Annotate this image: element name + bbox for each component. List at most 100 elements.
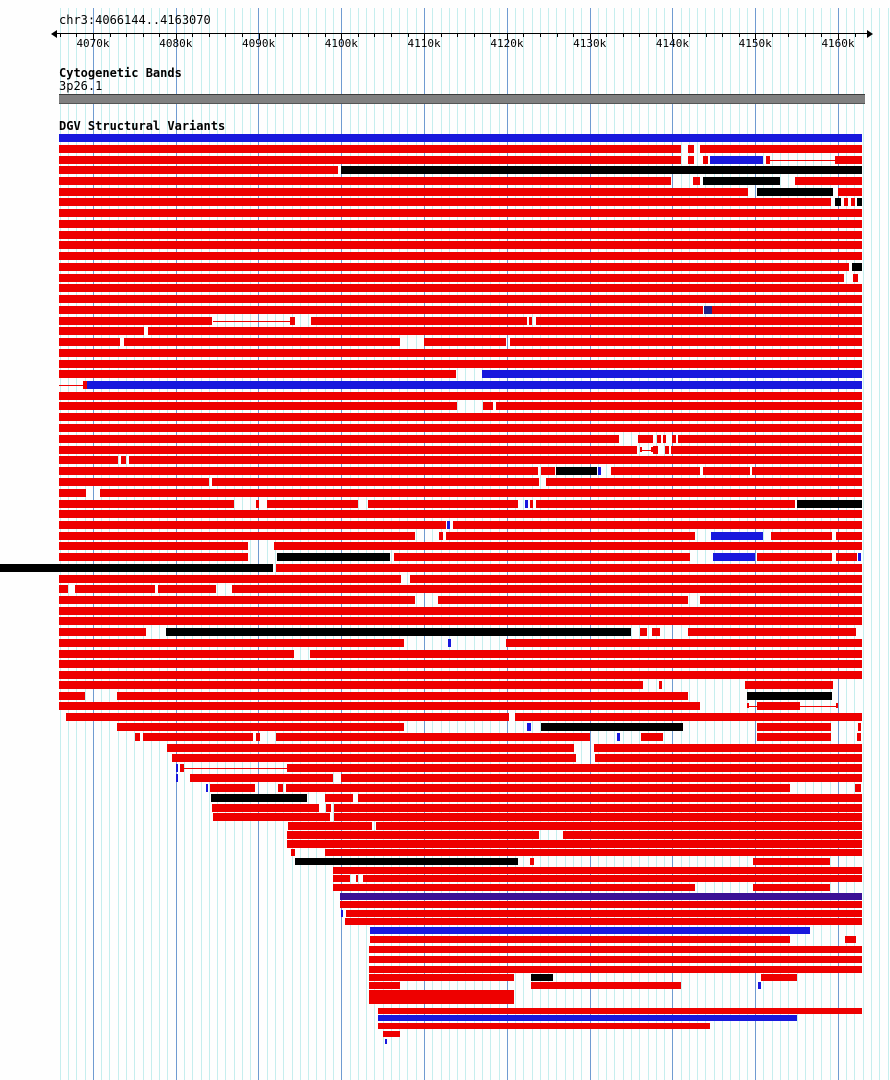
variant-bar[interactable] <box>232 585 862 593</box>
variant-bar[interactable] <box>845 936 856 943</box>
variant-bar[interactable] <box>206 784 208 792</box>
variant-bar[interactable] <box>256 500 259 508</box>
variant-bar[interactable] <box>836 553 857 561</box>
variant-bar[interactable] <box>148 327 862 335</box>
variant-bar[interactable] <box>117 723 404 731</box>
variant-bar[interactable] <box>288 822 372 830</box>
variant-bar[interactable] <box>59 338 120 346</box>
variant-bar[interactable] <box>506 639 862 647</box>
variant-bar[interactable] <box>124 338 400 346</box>
variant-bar[interactable] <box>83 381 87 389</box>
variant-bar[interactable] <box>771 532 832 540</box>
variant-bar[interactable] <box>659 681 662 689</box>
variant-bar[interactable] <box>59 402 457 410</box>
variant-bar[interactable] <box>515 713 862 721</box>
variant-bar[interactable] <box>595 754 862 762</box>
variant-bar[interactable] <box>758 982 761 989</box>
variant-bar[interactable] <box>711 532 763 540</box>
variant-bar[interactable] <box>180 764 184 772</box>
variant-bar[interactable] <box>757 723 831 731</box>
variant-bar[interactable] <box>59 263 849 271</box>
variant-bar[interactable] <box>438 596 688 604</box>
variant-bar[interactable] <box>745 681 833 689</box>
variant-bar[interactable] <box>310 650 862 658</box>
variant-bar[interactable] <box>59 575 401 583</box>
variant-bar[interactable] <box>665 446 669 454</box>
variant-bar[interactable] <box>172 754 576 762</box>
variant-bar[interactable] <box>672 435 676 443</box>
variant-bar[interactable] <box>212 478 539 486</box>
variant-bar[interactable] <box>598 467 601 475</box>
variant-bar[interactable] <box>59 295 862 303</box>
variant-bar[interactable] <box>852 263 862 271</box>
variant-bar[interactable] <box>143 733 253 741</box>
variant-bar[interactable] <box>290 317 295 325</box>
variant-bar[interactable] <box>757 733 831 741</box>
variant-bar[interactable] <box>838 188 862 196</box>
variant-bar[interactable] <box>541 723 683 731</box>
variant-bar[interactable] <box>59 317 212 325</box>
variant-bar[interactable] <box>59 500 234 508</box>
variant-bar[interactable] <box>369 946 862 953</box>
variant-bar[interactable] <box>448 639 451 647</box>
variant-bar[interactable] <box>394 553 690 561</box>
variant-bar[interactable] <box>510 338 862 346</box>
variant-bar[interactable] <box>59 274 844 282</box>
variant-bar[interactable] <box>641 733 663 741</box>
variant-bar[interactable] <box>59 198 831 206</box>
variant-bar[interactable] <box>657 435 661 443</box>
variant-bar[interactable] <box>59 639 404 647</box>
variant-bar[interactable] <box>59 134 862 142</box>
cytogenetic-band-bar[interactable] <box>59 94 865 104</box>
variant-bar[interactable] <box>369 974 514 981</box>
variant-bar[interactable] <box>59 392 862 400</box>
variant-bar[interactable] <box>333 875 350 882</box>
variant-connector-line[interactable] <box>640 450 653 451</box>
variant-bar[interactable] <box>753 858 830 865</box>
variant-bar[interactable] <box>703 156 708 164</box>
variant-bar[interactable] <box>59 596 415 604</box>
variant-bar[interactable] <box>369 966 862 973</box>
variant-bar[interactable] <box>267 500 358 508</box>
variant-bar[interactable] <box>546 478 862 486</box>
variant-bar[interactable] <box>346 910 862 917</box>
variant-bar[interactable] <box>376 822 862 830</box>
variant-bar[interactable] <box>59 671 862 679</box>
variant-bar[interactable] <box>531 982 681 989</box>
variant-bar[interactable] <box>525 500 528 508</box>
variant-bar[interactable] <box>652 628 660 636</box>
variant-connector-line[interactable] <box>59 385 83 386</box>
variant-bar[interactable] <box>752 467 862 475</box>
variant-bar[interactable] <box>135 733 140 741</box>
variant-bar[interactable] <box>530 500 533 508</box>
variant-bar[interactable] <box>704 306 712 314</box>
variant-bar[interactable] <box>795 177 862 185</box>
variant-bar[interactable] <box>385 1039 387 1044</box>
variant-bar[interactable] <box>370 927 810 934</box>
variant-bar[interactable] <box>334 804 862 812</box>
variant-bar[interactable] <box>857 733 861 741</box>
variant-bar[interactable] <box>333 867 862 874</box>
variant-bar[interactable] <box>287 840 862 848</box>
variant-bar[interactable] <box>836 532 862 540</box>
variant-bar[interactable] <box>59 607 862 615</box>
variant-bar[interactable] <box>703 467 750 475</box>
variant-bar[interactable] <box>563 831 862 839</box>
variant-bar[interactable] <box>851 198 855 206</box>
variant-bar[interactable] <box>129 456 862 464</box>
variant-bar[interactable] <box>369 990 514 997</box>
variant-bar[interactable] <box>712 306 862 314</box>
variant-bar[interactable] <box>59 585 68 593</box>
variant-bar[interactable] <box>59 702 700 710</box>
variant-bar[interactable] <box>59 156 681 164</box>
variant-bar[interactable] <box>212 804 319 812</box>
variant-bar[interactable] <box>688 156 694 164</box>
variant-bar[interactable] <box>368 500 518 508</box>
variant-bar[interactable] <box>59 628 146 636</box>
variant-bar[interactable] <box>59 349 862 357</box>
variant-bar[interactable] <box>594 744 862 752</box>
variant-bar[interactable] <box>59 467 538 475</box>
variant-bar[interactable] <box>210 784 255 792</box>
variant-bar[interactable] <box>844 198 848 206</box>
variant-bar[interactable] <box>693 177 700 185</box>
